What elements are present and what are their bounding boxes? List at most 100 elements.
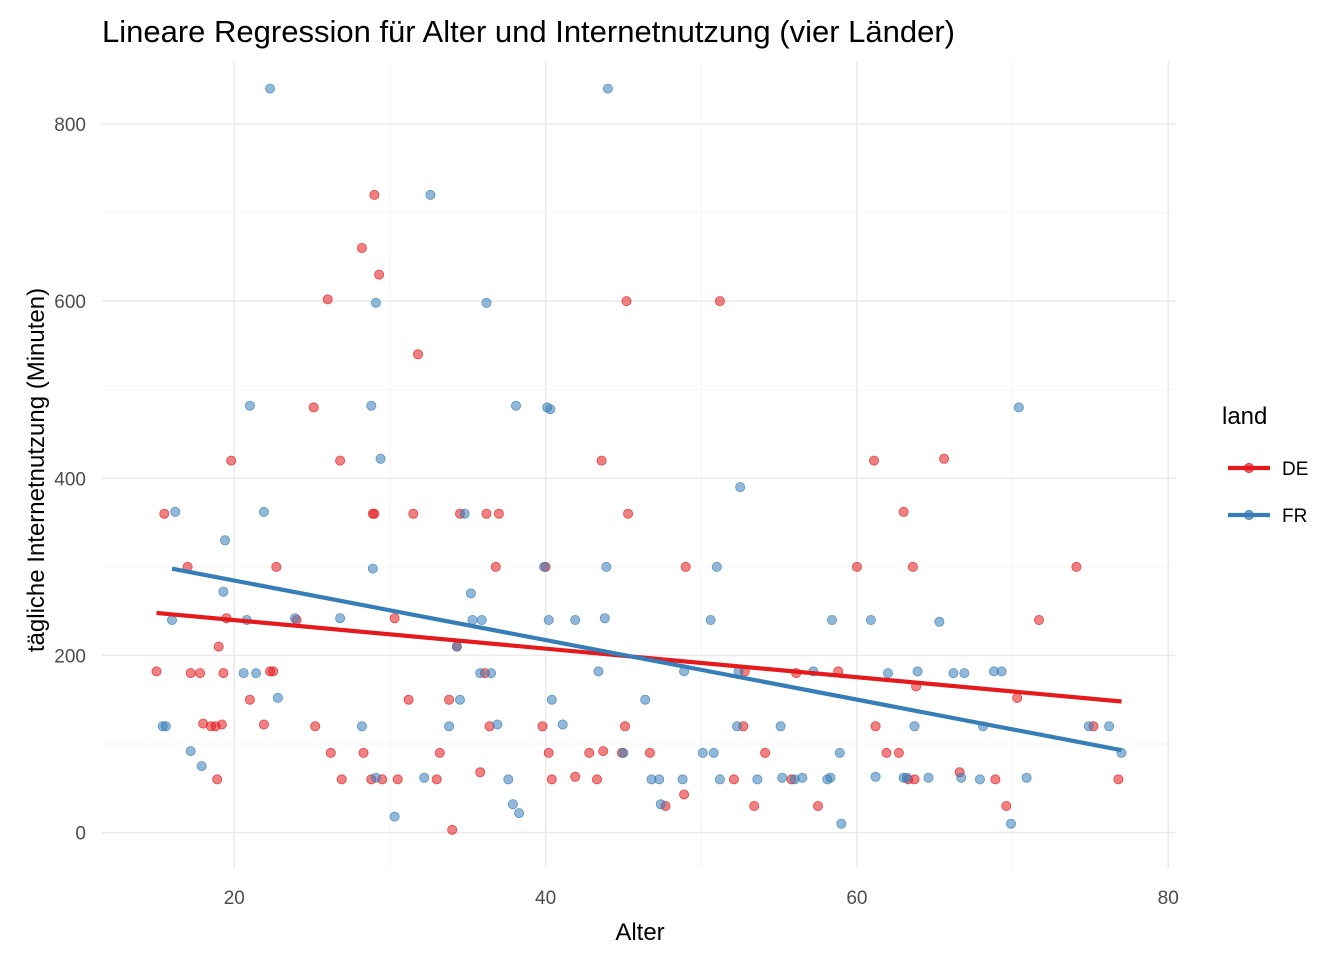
data-point-fr [467, 615, 478, 626]
data-point-fr [655, 799, 666, 810]
x-tick-label: 40 [535, 888, 556, 909]
data-point-fr [714, 774, 725, 785]
data-point-de [749, 801, 760, 812]
data-point-fr [543, 615, 554, 626]
data-point-fr [454, 694, 465, 705]
data-point-fr [265, 83, 276, 94]
data-point-fr [238, 668, 249, 679]
data-point-de [592, 774, 603, 785]
data-point-de [1034, 615, 1045, 626]
data-point-de [898, 506, 909, 517]
data-point-de [869, 455, 880, 466]
data-point-de [392, 774, 403, 785]
data-point-fr [196, 761, 207, 772]
data-point-fr [335, 613, 346, 624]
data-point-fr [389, 811, 400, 822]
data-point-de [475, 767, 486, 778]
data-point-fr [948, 668, 959, 679]
data-point-de [336, 774, 347, 785]
data-point-fr [170, 506, 181, 517]
data-points [151, 83, 1127, 835]
data-point-fr [593, 666, 604, 677]
data-point-de [408, 508, 419, 519]
data-point-fr [570, 615, 581, 626]
data-point-fr [258, 506, 269, 517]
data-point-de [216, 719, 227, 730]
data-point-fr [912, 666, 923, 677]
data-point-fr [640, 694, 651, 705]
data-point-fr [775, 721, 786, 732]
data-point-fr [425, 189, 436, 200]
data-point-de [268, 666, 279, 677]
data-point-de [870, 721, 881, 732]
data-point-fr [959, 668, 970, 679]
x-axis-title: Alter [615, 919, 664, 946]
data-point-fr [705, 615, 716, 626]
data-point-de [308, 402, 319, 413]
data-point-fr [251, 668, 262, 679]
data-point-de [680, 561, 691, 572]
data-point-de [244, 694, 255, 705]
data-point-fr [711, 561, 722, 572]
data-point-de [1071, 561, 1082, 572]
chart-title: Lineare Regression für Alter und Interne… [102, 14, 955, 49]
data-point-de [431, 774, 442, 785]
data-point-fr [375, 453, 386, 464]
data-point-fr [503, 774, 514, 785]
data-point-de [644, 747, 655, 758]
data-point-fr [797, 772, 808, 783]
data-point-fr [1013, 402, 1024, 413]
data-point-fr [601, 561, 612, 572]
data-point-fr [160, 721, 171, 732]
data-point-de [325, 747, 336, 758]
data-point-fr [708, 747, 719, 758]
data-point-de [358, 747, 369, 758]
data-point-fr [974, 774, 985, 785]
y-tick-label: 0 [75, 824, 86, 845]
data-point-de [403, 694, 414, 705]
data-point-de [881, 747, 892, 758]
data-point-fr [514, 808, 525, 819]
data-point-fr [481, 297, 492, 308]
data-point-fr [836, 818, 847, 829]
data-point-fr [883, 668, 894, 679]
data-point-de [813, 801, 824, 812]
y-axis-title: tägliche Internetnutzung (Minuten) [23, 288, 50, 652]
data-point-de [1001, 801, 1012, 812]
data-point-fr [996, 666, 1007, 677]
data-point-de [907, 561, 918, 572]
data-point-fr [825, 772, 836, 783]
data-point-de [939, 453, 950, 464]
data-point-de [851, 561, 862, 572]
grid [102, 62, 1176, 868]
data-point-de [218, 668, 229, 679]
data-point-fr [732, 721, 743, 732]
legend-label-de: DE [1282, 459, 1308, 480]
data-point-de [481, 508, 492, 519]
data-point-fr [677, 774, 688, 785]
data-point-fr [834, 747, 845, 758]
data-point-fr [865, 615, 876, 626]
data-point-de [728, 774, 739, 785]
data-point-de [570, 771, 581, 782]
data-point-fr [166, 615, 177, 626]
legend-key-point-fr [1244, 509, 1255, 520]
data-point-de [185, 668, 196, 679]
data-point-fr [272, 692, 283, 703]
data-point-fr [507, 799, 518, 810]
data-point-fr [486, 668, 497, 679]
data-point-de [335, 455, 346, 466]
data-point-de [310, 721, 321, 732]
data-point-fr [545, 404, 556, 415]
data-point-de [598, 746, 609, 757]
data-point-fr [366, 400, 377, 411]
regression-lines-area [156, 566, 1122, 753]
data-point-fr [289, 613, 300, 624]
data-point-de [322, 294, 333, 305]
data-point-de [537, 721, 548, 732]
data-point-de [621, 296, 632, 307]
data-point-de [213, 641, 224, 652]
data-point-fr [476, 615, 487, 626]
data-point-fr [1104, 721, 1115, 732]
